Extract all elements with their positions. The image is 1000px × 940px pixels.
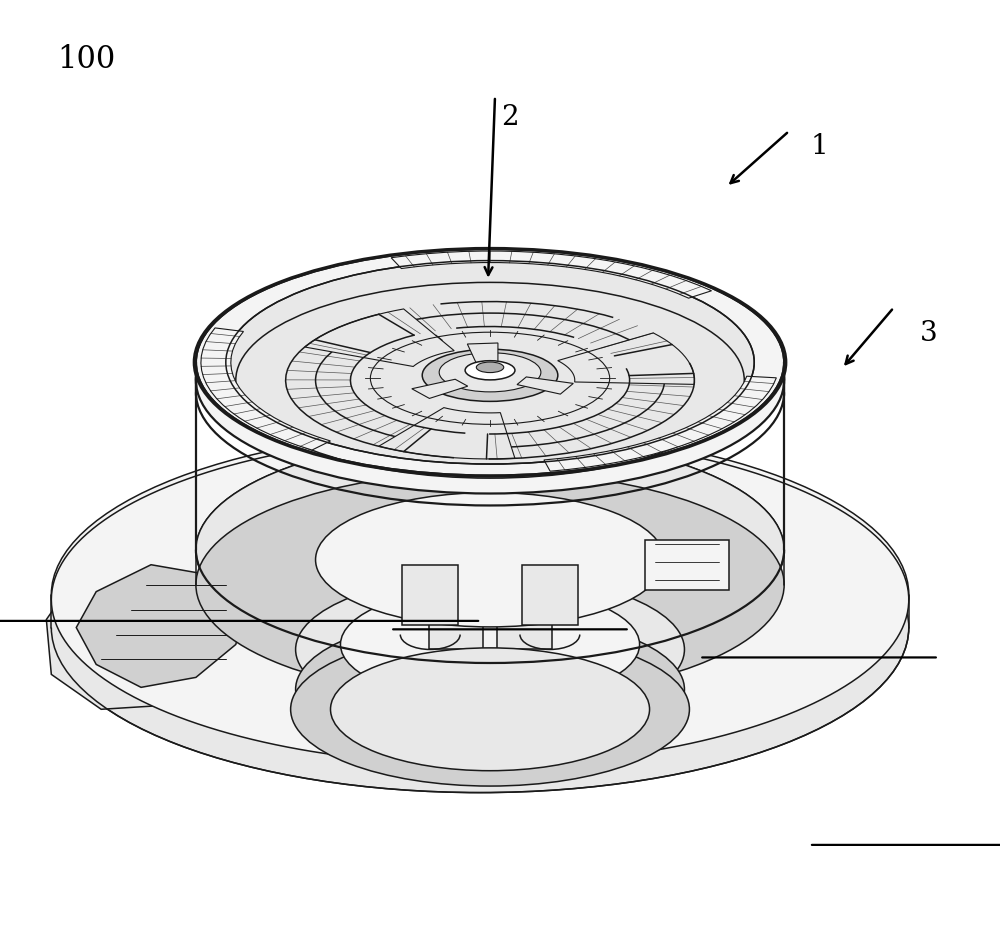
Ellipse shape <box>196 436 784 663</box>
Text: 3: 3 <box>920 320 938 347</box>
Ellipse shape <box>196 472 784 697</box>
Ellipse shape <box>281 300 699 461</box>
Text: 100: 100 <box>57 43 115 74</box>
Text: 1: 1 <box>810 133 828 160</box>
Ellipse shape <box>439 352 541 392</box>
Ellipse shape <box>266 294 714 466</box>
Ellipse shape <box>51 462 909 792</box>
Polygon shape <box>201 328 330 450</box>
Ellipse shape <box>422 349 558 401</box>
Polygon shape <box>402 565 458 624</box>
Polygon shape <box>391 251 712 298</box>
Polygon shape <box>497 570 552 650</box>
Ellipse shape <box>196 436 784 663</box>
Polygon shape <box>305 309 454 367</box>
Ellipse shape <box>296 615 684 764</box>
Text: 2: 2 <box>501 104 519 132</box>
Ellipse shape <box>51 430 909 760</box>
Ellipse shape <box>196 249 784 476</box>
Ellipse shape <box>226 260 754 464</box>
Ellipse shape <box>340 587 640 702</box>
Polygon shape <box>196 267 490 663</box>
Ellipse shape <box>196 267 784 494</box>
Polygon shape <box>467 343 498 363</box>
Polygon shape <box>517 377 573 394</box>
Polygon shape <box>544 376 776 471</box>
Polygon shape <box>379 408 515 459</box>
Polygon shape <box>76 565 246 687</box>
Ellipse shape <box>296 574 684 725</box>
Polygon shape <box>46 545 261 710</box>
Polygon shape <box>645 540 729 589</box>
Ellipse shape <box>291 633 689 786</box>
Ellipse shape <box>476 362 504 372</box>
Ellipse shape <box>316 493 665 627</box>
Ellipse shape <box>331 648 650 771</box>
Ellipse shape <box>465 361 515 380</box>
Polygon shape <box>412 379 468 399</box>
Polygon shape <box>429 570 483 650</box>
Polygon shape <box>51 434 909 764</box>
Polygon shape <box>558 333 694 384</box>
Polygon shape <box>522 565 578 624</box>
